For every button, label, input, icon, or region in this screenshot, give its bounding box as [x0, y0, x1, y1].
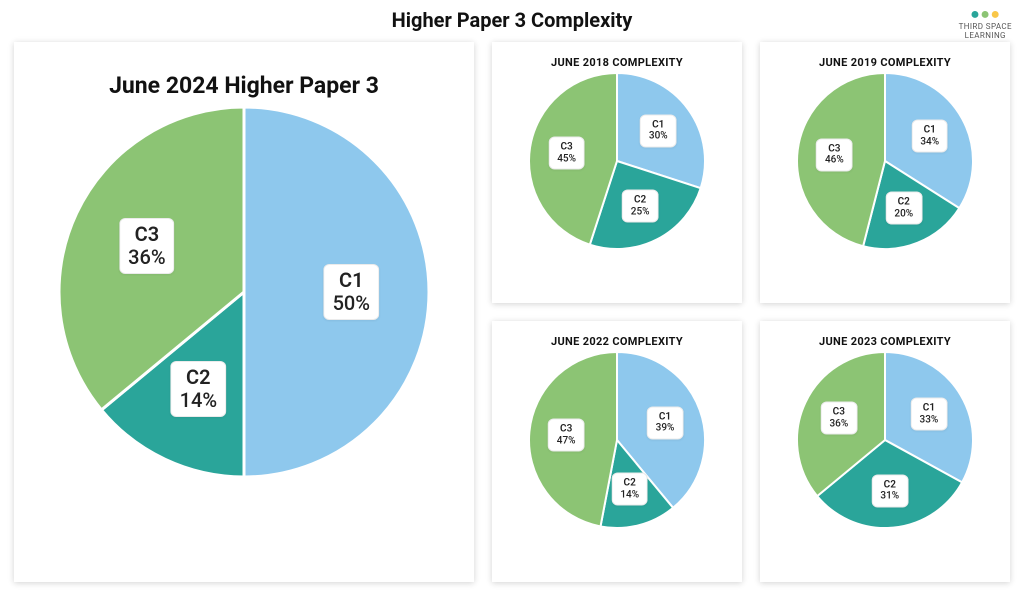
- slice-label-c3: C336%: [119, 218, 174, 274]
- slice-label-c1: C134%: [911, 120, 948, 153]
- slice-label-c3: C346%: [816, 138, 853, 171]
- slice-label-c2: C231%: [871, 474, 908, 507]
- slice-label-c3: C347%: [548, 419, 585, 452]
- small-chart-panel-3: JUNE 2023 COMPLEXITY C133% C231% C336%: [760, 321, 1010, 582]
- small-chart-title: JUNE 2019 COMPLEXITY: [819, 56, 951, 69]
- slice-label-c1: C133%: [911, 398, 948, 431]
- slice-label-c1: C139%: [647, 406, 684, 439]
- slice-label-c3: C345%: [548, 137, 585, 170]
- brand-logo: ●●● THIRD SPACE LEARNING: [959, 6, 1012, 40]
- small-pie-chart: C133% C231% C336%: [797, 352, 973, 528]
- slice-label-c2: C214%: [611, 473, 648, 506]
- slice-label-c3: C336%: [820, 402, 857, 435]
- small-pie-chart: C130% C225% C345%: [529, 73, 705, 249]
- slice-label-c2: C214%: [171, 361, 226, 417]
- main-pie-chart: C150% C214% C336%: [59, 107, 429, 477]
- small-pie-chart: C139% C214% C347%: [529, 352, 705, 528]
- slice-label-c1: C130%: [640, 114, 677, 147]
- logo-text-1: THIRD SPACE: [959, 22, 1012, 31]
- small-chart-title: JUNE 2022 COMPLEXITY: [551, 335, 683, 348]
- logo-dots-icon: ●●●: [959, 6, 1012, 22]
- small-charts-grid: JUNE 2018 COMPLEXITY C130% C225% C345% JUN…: [492, 42, 1010, 582]
- slice-label-c1: C150%: [324, 264, 379, 320]
- charts-grid: June 2024 Higher Paper 3 C150% C214% C336%…: [14, 42, 1010, 582]
- small-pie-chart: C134% C220% C346%: [797, 73, 973, 249]
- small-chart-panel-2: JUNE 2022 COMPLEXITY C139% C214% C347%: [492, 321, 742, 582]
- small-chart-title: JUNE 2018 COMPLEXITY: [551, 56, 683, 69]
- small-chart-title: JUNE 2023 COMPLEXITY: [819, 335, 951, 348]
- page-title: Higher Paper 3 Complexity: [0, 8, 1024, 32]
- main-chart-panel: June 2024 Higher Paper 3 C150% C214% C336%: [14, 42, 474, 582]
- small-chart-panel-1: JUNE 2019 COMPLEXITY C134% C220% C346%: [760, 42, 1010, 303]
- slice-label-c2: C220%: [885, 192, 922, 225]
- main-chart-title: June 2024 Higher Paper 3: [109, 72, 379, 99]
- slice-label-c2: C225%: [622, 190, 659, 223]
- small-chart-panel-0: JUNE 2018 COMPLEXITY C130% C225% C345%: [492, 42, 742, 303]
- logo-text-2: LEARNING: [959, 31, 1012, 40]
